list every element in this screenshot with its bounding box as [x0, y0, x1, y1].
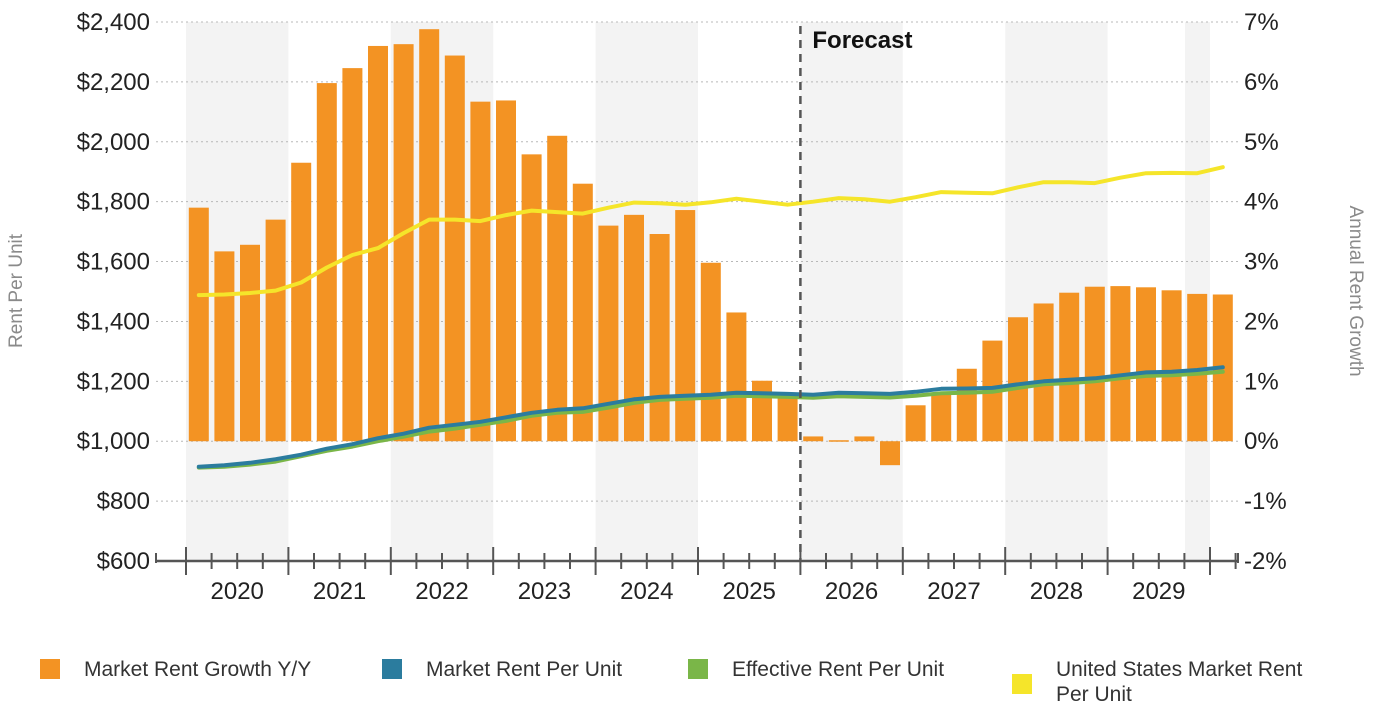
x-tick-label: 2029 — [1132, 578, 1185, 605]
legend-swatch — [40, 659, 60, 679]
left-tick-label: $600 — [97, 548, 150, 575]
x-tick-label: 2025 — [723, 578, 776, 605]
growth-bar — [1161, 290, 1182, 442]
left-tick-label: $1,400 — [77, 308, 150, 335]
growth-bar — [240, 244, 260, 442]
left-tick-label: $2,400 — [77, 9, 150, 36]
right-tick-label: 4% — [1244, 189, 1279, 216]
growth-bar — [828, 440, 849, 442]
right-tick-label: 2% — [1244, 308, 1279, 335]
growth-bar — [1008, 317, 1028, 442]
left-tick-label: $2,000 — [77, 129, 150, 156]
right-tick-label: 7% — [1244, 9, 1279, 36]
growth-bar — [598, 225, 619, 442]
left-axis-title: Rent Per Unit — [6, 233, 27, 348]
x-tick-label: 2026 — [825, 578, 878, 605]
series-line — [196, 165, 1225, 298]
series-line — [196, 365, 1225, 469]
growth-bar — [444, 55, 465, 442]
right-tick-label: 3% — [1244, 249, 1279, 276]
growth-bar — [265, 219, 286, 442]
growth-bar — [675, 210, 696, 442]
legend-label-line: Per Unit — [1056, 683, 1132, 706]
growth-bar — [572, 183, 593, 442]
year-band — [800, 22, 903, 561]
growth-bar — [752, 380, 772, 442]
x-tick-label: 2024 — [620, 578, 673, 605]
rent-lines — [196, 165, 1225, 470]
x-tick-label: 2027 — [927, 578, 980, 605]
growth-bar — [547, 135, 568, 442]
forecast-label: Forecast — [812, 27, 912, 54]
right-tick-label: 6% — [1244, 69, 1279, 96]
growth-bar — [854, 436, 875, 442]
growth-bar — [470, 101, 491, 442]
x-tick-label: 2023 — [518, 578, 571, 605]
left-tick-label: $2,200 — [77, 69, 150, 96]
legend-label: Market Rent Per Unit — [426, 658, 622, 681]
growth-bar — [905, 405, 926, 442]
year-band — [1185, 22, 1210, 561]
growth-bar — [931, 394, 952, 442]
left-tick-label: $1,800 — [77, 189, 150, 216]
series-line — [196, 369, 1225, 470]
legend-label: Effective Rent Per Unit — [732, 658, 944, 681]
growth-bar — [624, 214, 644, 442]
growth-bar — [1084, 286, 1105, 442]
growth-bar — [1136, 287, 1156, 442]
right-tick-label: 1% — [1244, 368, 1279, 395]
axes: 2020 2021 2022 2023 2024 2025 2026 2027 2028 2029… — [6, 9, 1366, 605]
x-tick-label: 2020 — [211, 578, 264, 605]
growth-bar — [1110, 286, 1131, 442]
growth-bar — [291, 162, 312, 442]
left-tick-label: $800 — [97, 488, 150, 515]
growth-bar — [880, 441, 900, 466]
growth-bar — [1033, 303, 1054, 442]
legend: Market Rent Growth Y/Y Market Rent Per Un… — [40, 658, 1302, 706]
growth-bar — [214, 251, 235, 442]
legend-label-line: United States Market Rent — [1056, 658, 1302, 681]
growth-bar — [393, 44, 414, 442]
growth-bar — [777, 398, 798, 442]
growth-bar — [1187, 293, 1208, 442]
left-tick-label: $1,200 — [77, 368, 150, 395]
growth-bar — [316, 83, 337, 442]
x-tick-label: 2021 — [313, 578, 366, 605]
right-tick-label: -2% — [1244, 548, 1287, 575]
year-bands — [186, 22, 1210, 561]
forecast-marker: Forecast — [799, 26, 912, 561]
right-tick-label: 5% — [1244, 129, 1279, 156]
right-tick-label: -1% — [1244, 488, 1287, 515]
legend-label: United States Market Rent Per Unit — [1056, 658, 1302, 706]
left-tick-label: $1,000 — [77, 428, 150, 455]
growth-bar — [726, 312, 747, 442]
right-tick-label: 0% — [1244, 428, 1279, 455]
growth-bar — [188, 207, 209, 442]
growth-bar — [956, 368, 977, 442]
growth-bar — [649, 234, 670, 442]
growth-bar — [496, 100, 516, 442]
growth-bar — [700, 262, 721, 442]
legend-swatch — [382, 659, 402, 679]
growth-bars — [188, 29, 1233, 466]
growth-bar — [1059, 292, 1080, 442]
legend-swatch — [1012, 674, 1032, 694]
growth-bar — [368, 45, 388, 442]
right-axis-title: Annual Rent Growth — [1345, 205, 1366, 376]
growth-bar — [419, 29, 440, 442]
x-tick-label: 2022 — [415, 578, 468, 605]
left-tick-label: $1,600 — [77, 249, 150, 276]
legend-swatch — [688, 659, 708, 679]
growth-bar — [803, 436, 824, 442]
legend-label: Market Rent Growth Y/Y — [84, 658, 311, 681]
x-tick-label: 2028 — [1030, 578, 1083, 605]
growth-bar — [521, 154, 542, 442]
